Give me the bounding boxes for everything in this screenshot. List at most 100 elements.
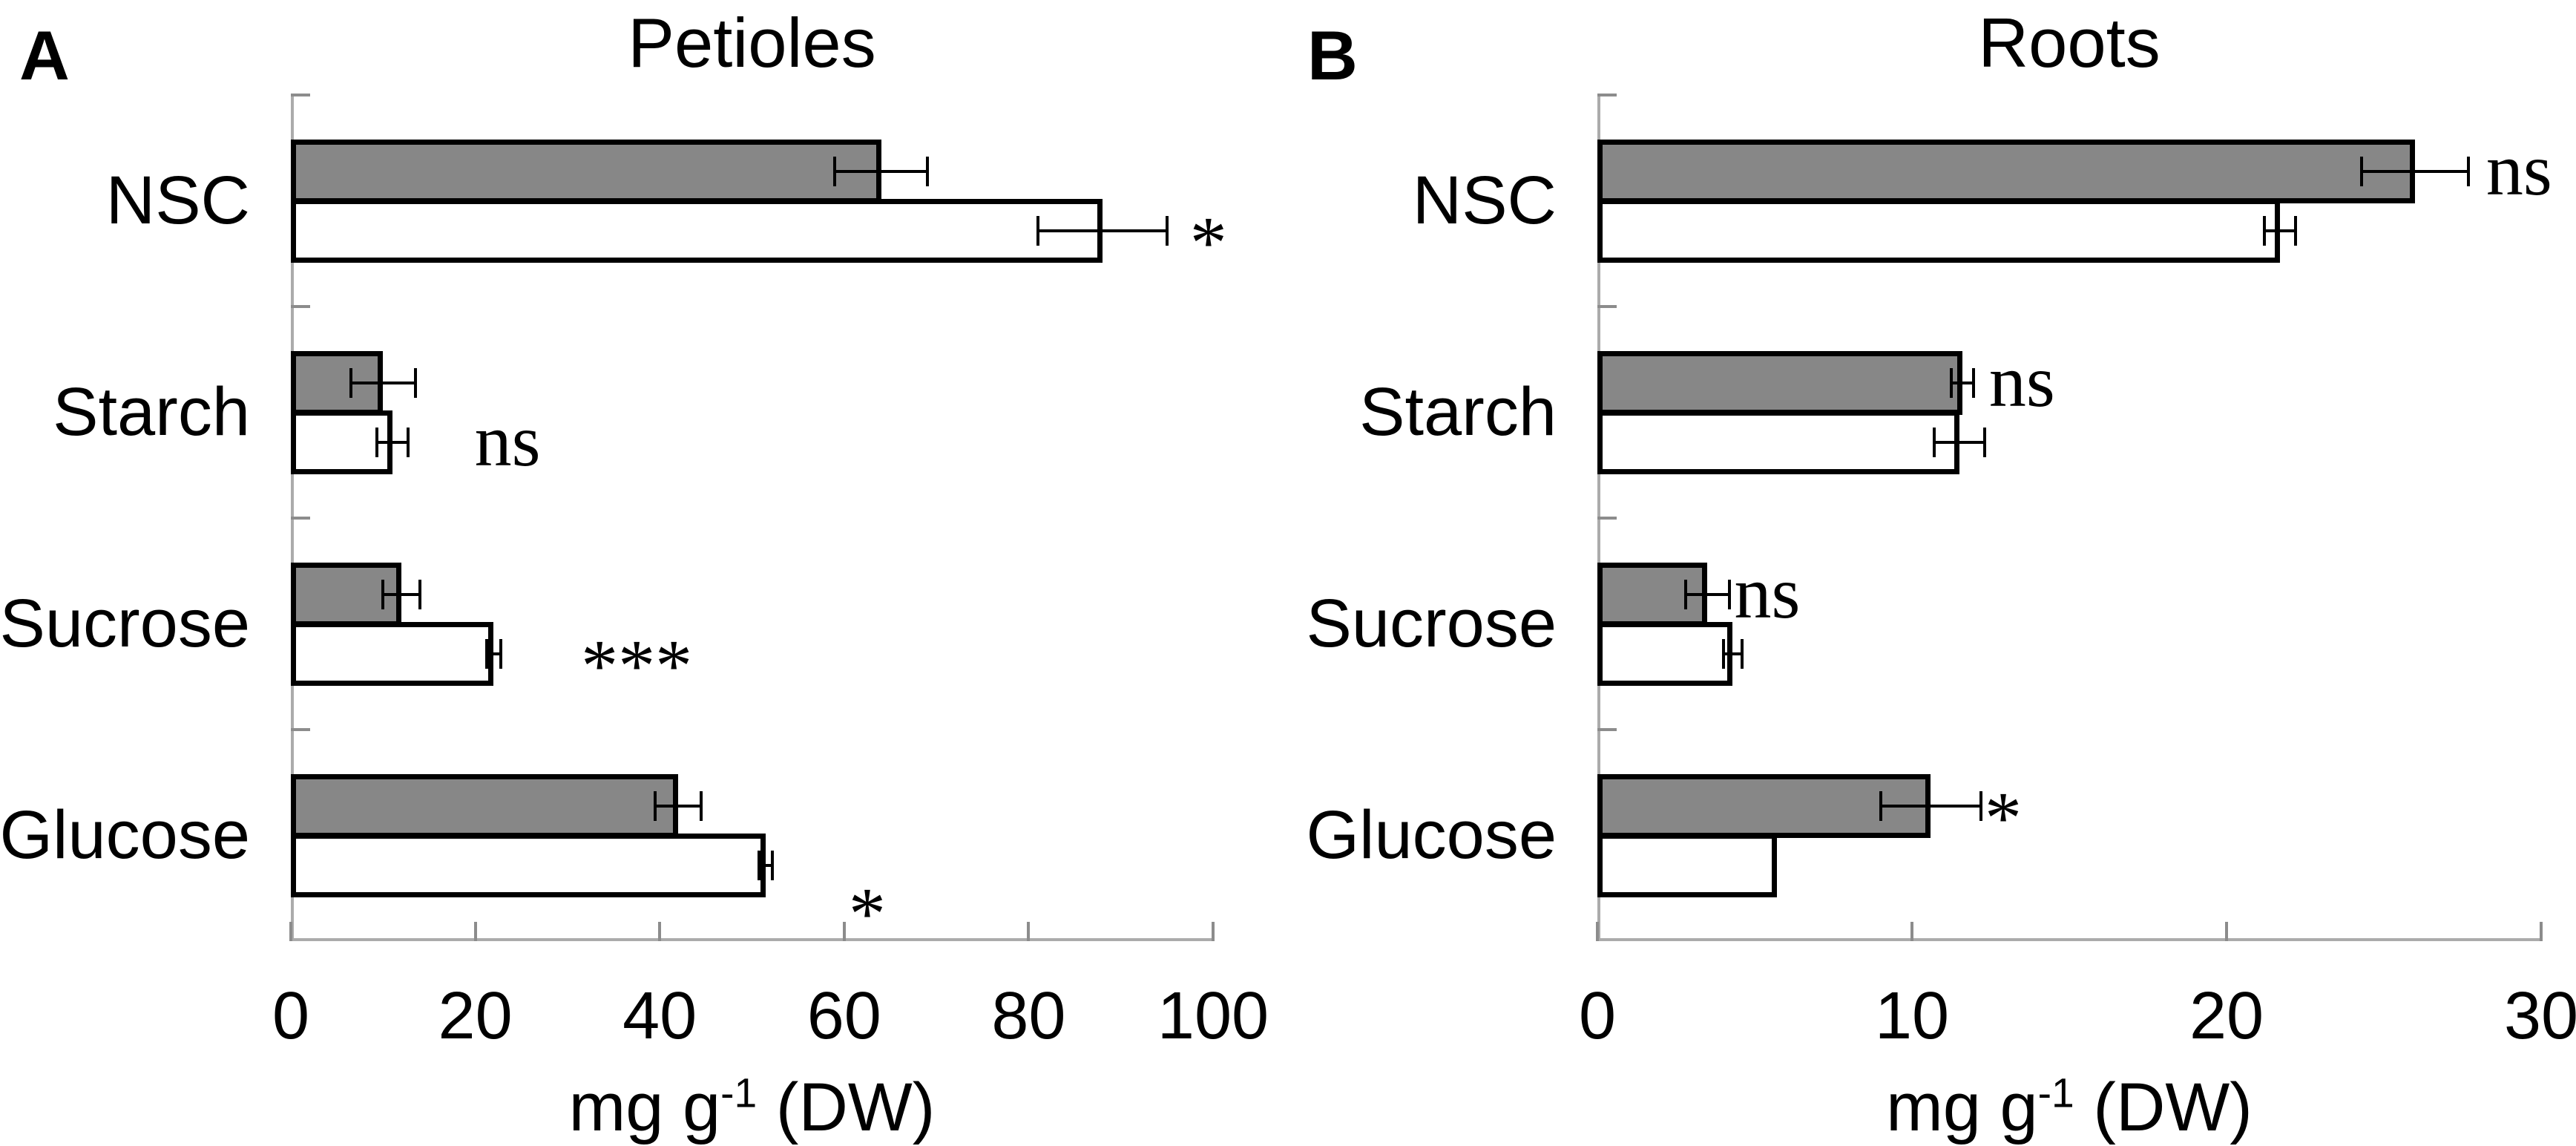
bar-white-glucose [1597, 834, 1777, 897]
y-tick-nsc [291, 94, 310, 96]
x-axis-label-rest: (DW) [757, 1070, 936, 1145]
x-tick-10 [1910, 922, 1913, 941]
category-label-sucrose: Sucrose [1306, 585, 1557, 661]
y-tick-starch [291, 305, 310, 308]
error-bar-gray-sucrose [1685, 593, 1730, 596]
y-tick-glucose [291, 728, 310, 731]
category-label-starch: Starch [1359, 373, 1557, 450]
x-tick-60 [842, 922, 846, 941]
x-axis-line [1597, 938, 2541, 941]
error-cap-inner-gray-nsc [2360, 157, 2364, 186]
error-cap-inner-gray-glucose [653, 791, 657, 821]
category-label-glucose: Glucose [0, 796, 250, 873]
x-tick-40 [658, 922, 662, 941]
error-cap-inner-white-nsc [1036, 216, 1039, 246]
error-cap-outer-white-glucose [770, 851, 774, 880]
y-tick-sucrose [1597, 517, 1617, 520]
error-cap-outer-white-nsc [1165, 216, 1169, 246]
error-bar-white-sucrose [486, 652, 502, 655]
error-cap-inner-white-glucose [758, 851, 761, 880]
significance-annotation-starch: ns [1988, 340, 2055, 422]
error-cap-inner-white-starch [375, 428, 378, 457]
error-bar-white-glucose [759, 864, 772, 867]
y-tick-glucose [1597, 728, 1617, 731]
error-cap-outer-white-starch [1982, 428, 1986, 457]
significance-annotation-starch: ns [474, 399, 541, 482]
error-cap-outer-gray-nsc [2467, 157, 2471, 186]
x-tick-20 [2225, 922, 2228, 941]
bar-white-nsc [1597, 199, 2281, 263]
error-bar-gray-starch [1951, 382, 1974, 384]
x-axis-label-rest: (DW) [2074, 1070, 2253, 1145]
error-cap-inner-white-sucrose [484, 639, 488, 669]
significance-annotation-nsc: ns [2485, 128, 2552, 211]
error-cap-inner-white-nsc [2262, 216, 2266, 246]
x-tick-label-30: 30 [2503, 979, 2576, 1053]
error-cap-inner-gray-glucose [1879, 791, 1882, 821]
error-bar-white-nsc [1037, 229, 1167, 232]
x-tick-80 [1027, 922, 1031, 941]
panel-a-plot-area: 0 20 40 60 80 100 NSC Starch Sucrose Glucose * ns **… [0, 94, 1269, 1050]
x-tick-label-80: 80 [991, 979, 1066, 1053]
bar-white-starch [291, 410, 392, 474]
error-bar-gray-sucrose [383, 593, 421, 596]
category-label-starch: Starch [53, 373, 250, 450]
error-cap-outer-white-starch [406, 428, 410, 457]
x-axis-label-base: mg g [1886, 1070, 2038, 1145]
x-tick-label-0: 0 [1578, 979, 1617, 1053]
bar-gray-glucose [291, 774, 679, 838]
category-label-sucrose: Sucrose [0, 585, 250, 661]
error-cap-inner-white-starch [1932, 428, 1936, 457]
significance-annotation-glucose: * [848, 872, 886, 955]
error-cap-inner-gray-starch [349, 368, 352, 398]
error-cap-outer-gray-glucose [1979, 791, 1983, 821]
error-bar-gray-glucose [1880, 805, 1982, 808]
panel-a-title: Petioles [628, 4, 876, 82]
panel-a-x-axis-label: mg g-1 (DW) [291, 1069, 1213, 1146]
x-axis-line [291, 938, 1213, 941]
x-tick-label-10: 10 [1874, 979, 1950, 1053]
bar-white-nsc [291, 199, 1103, 263]
x-tick-label-40: 40 [622, 979, 697, 1053]
error-cap-inner-gray-sucrose [381, 580, 385, 609]
x-tick-30 [2540, 922, 2543, 941]
bar-white-glucose [291, 834, 766, 897]
error-bar-gray-nsc [2362, 170, 2469, 173]
error-cap-outer-white-sucrose [499, 639, 503, 669]
error-cap-outer-white-nsc [2294, 216, 2298, 246]
x-tick-100 [1212, 922, 1215, 941]
error-bar-gray-nsc [835, 170, 927, 173]
panel-b-roots: B Roots 0 10 20 30 NSC Starch Sucrose Glucose ns… [1288, 0, 2576, 1146]
bar-gray-starch [1597, 351, 1962, 415]
error-bar-white-sucrose [1723, 652, 1743, 655]
x-tick-label-0: 0 [272, 979, 310, 1053]
significance-annotation-sucrose: ns [1734, 551, 1801, 634]
error-cap-inner-gray-sucrose [1683, 580, 1687, 609]
bar-gray-nsc [1597, 140, 2416, 203]
error-cap-outer-gray-nsc [925, 157, 929, 186]
category-label-glucose: Glucose [1306, 796, 1557, 873]
x-tick-0 [289, 922, 292, 941]
y-tick-nsc [1597, 94, 1617, 96]
bar-gray-nsc [291, 140, 881, 203]
error-cap-inner-gray-starch [1950, 368, 1953, 398]
significance-annotation-glucose: * [1984, 776, 2022, 859]
x-tick-label-100: 100 [1157, 979, 1269, 1053]
y-tick-starch [1597, 305, 1617, 308]
x-tick-0 [1596, 922, 1599, 941]
error-cap-outer-gray-starch [413, 368, 417, 398]
error-cap-outer-gray-starch [1971, 368, 1975, 398]
y-tick-sucrose [291, 517, 310, 520]
error-cap-outer-gray-sucrose [418, 580, 422, 609]
bar-gray-glucose [1597, 774, 1931, 838]
significance-annotation-sucrose: *** [581, 624, 693, 707]
panel-b-x-axis-label: mg g-1 (DW) [1597, 1069, 2541, 1146]
error-cap-outer-gray-glucose [700, 791, 703, 821]
error-cap-outer-gray-sucrose [1728, 580, 1732, 609]
x-tick-label-20: 20 [438, 979, 513, 1053]
panel-b-letter: B [1307, 16, 1358, 94]
category-label-nsc: NSC [105, 162, 250, 238]
bar-white-sucrose [291, 622, 494, 686]
x-tick-label-20: 20 [2189, 979, 2264, 1053]
category-label-nsc: NSC [1412, 162, 1557, 238]
